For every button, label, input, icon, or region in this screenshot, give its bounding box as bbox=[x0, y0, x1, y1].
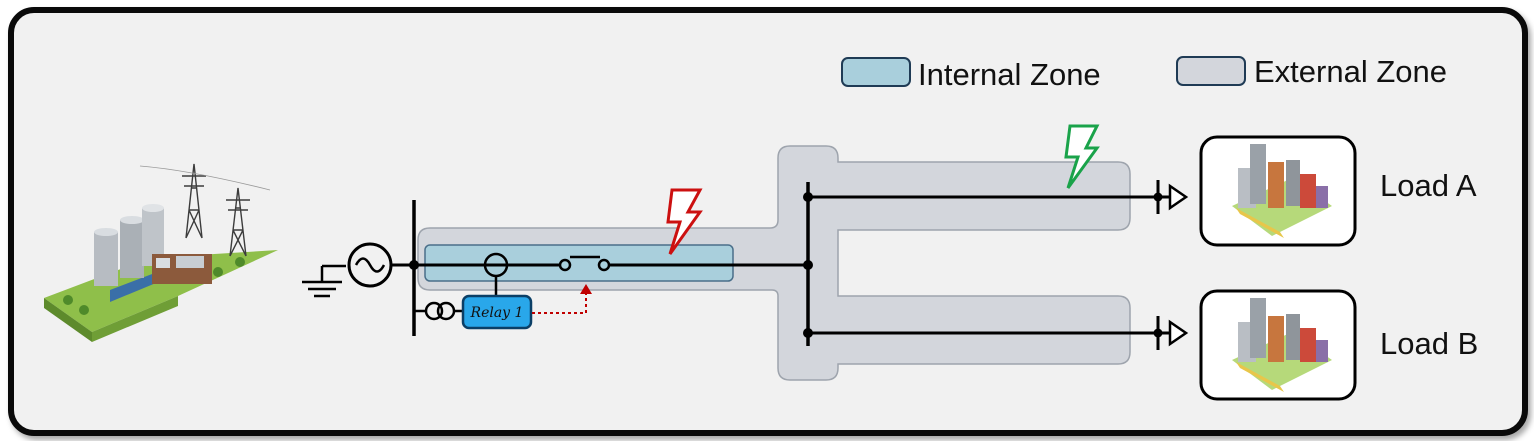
external-zone-label: External Zone bbox=[1254, 54, 1447, 89]
load-b-arrow-icon bbox=[1153, 316, 1189, 350]
internal-zone bbox=[424, 244, 734, 282]
internal-zone-swatch bbox=[841, 57, 911, 87]
current-transformer-icon bbox=[414, 301, 463, 321]
power-plant-icon bbox=[44, 163, 278, 342]
relay-label: Relay 1 bbox=[470, 305, 524, 321]
external-zone bbox=[417, 145, 1131, 381]
trip-signal bbox=[532, 284, 592, 314]
breaker-icon bbox=[558, 255, 611, 272]
legend: Internal Zone External Zone bbox=[841, 54, 1447, 92]
load-a-arrow-icon bbox=[1153, 180, 1189, 214]
internal-zone-label: Internal Zone bbox=[918, 57, 1101, 92]
internal-fault-bolt-icon bbox=[666, 188, 703, 255]
external-fault-bolt-icon bbox=[1064, 124, 1100, 189]
load-a-label: Load A bbox=[1380, 168, 1477, 203]
generator-icon bbox=[347, 242, 414, 288]
load-b-label: Load B bbox=[1380, 326, 1478, 361]
load-b-city-icon bbox=[1199, 289, 1357, 401]
load-a-city-icon bbox=[1199, 135, 1357, 247]
bus-node-main bbox=[803, 260, 813, 270]
relay-1: Relay 1 bbox=[461, 294, 533, 330]
ground-icon bbox=[302, 264, 346, 298]
external-zone-swatch bbox=[1176, 56, 1246, 86]
